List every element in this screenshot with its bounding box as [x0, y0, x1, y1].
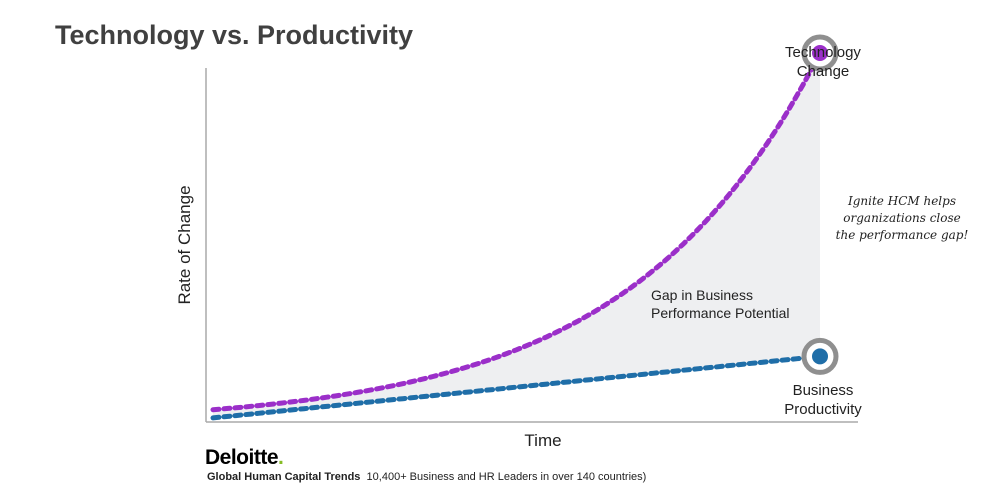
- annotation-note: Ignite HCM helps organizations close the…: [832, 193, 972, 244]
- source-note: Global Human Capital Trends 10,400+ Busi…: [207, 471, 646, 483]
- technology-change-label-line1: Technology: [785, 44, 861, 61]
- note-line-2: organizations close: [843, 211, 961, 225]
- y-axis-label: Rate of Change: [175, 185, 194, 304]
- business-productivity-label-line2: Productivity: [784, 401, 862, 418]
- source-bold: Global Human Capital Trends: [207, 471, 361, 483]
- deloitte-logo: Deloitte.: [205, 446, 284, 470]
- chart-title: Technology vs. Productivity: [55, 20, 414, 50]
- note-line-3: the performance gap!: [835, 228, 969, 242]
- logo-text: Deloitte: [205, 446, 279, 469]
- x-axis-label: Time: [524, 431, 561, 450]
- series-line-technology-change: [210, 50, 823, 413]
- business-productivity-label-line1: Business: [793, 382, 854, 399]
- business-productivity-marker: [812, 348, 828, 365]
- source-text: 10,400+ Business and HR Leaders in over …: [366, 471, 647, 483]
- logo-dot: .: [278, 446, 284, 469]
- note-line-1: Ignite HCM helps: [848, 194, 956, 208]
- gap-area: [213, 53, 820, 418]
- gap-label-line1: Gap in Business: [651, 287, 753, 303]
- technology-change-marker: [812, 45, 828, 61]
- technology-change-label-line2: Change: [797, 63, 850, 80]
- gap-label-line2: Performance Potential: [651, 305, 790, 321]
- series-line-business-productivity: [210, 353, 823, 421]
